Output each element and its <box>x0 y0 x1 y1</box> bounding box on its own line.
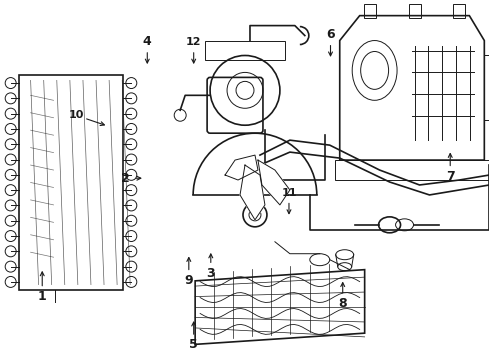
Text: 10: 10 <box>69 111 84 121</box>
Text: 2: 2 <box>121 172 130 185</box>
Polygon shape <box>258 160 290 205</box>
Bar <box>364 4 376 18</box>
Text: 9: 9 <box>185 274 193 287</box>
Polygon shape <box>240 165 265 220</box>
Text: 6: 6 <box>326 28 335 41</box>
Bar <box>484 55 490 120</box>
Bar <box>205 41 285 60</box>
Polygon shape <box>225 155 258 180</box>
Text: 3: 3 <box>206 267 215 280</box>
Text: 11: 11 <box>281 188 297 198</box>
Text: 5: 5 <box>189 338 198 351</box>
Bar <box>409 4 420 18</box>
Text: 4: 4 <box>143 35 151 49</box>
Bar <box>453 4 465 18</box>
Text: 7: 7 <box>446 170 455 183</box>
Text: 12: 12 <box>186 37 201 47</box>
Text: 8: 8 <box>339 297 347 310</box>
Text: 1: 1 <box>38 290 47 303</box>
Bar <box>335 160 490 180</box>
Bar <box>19 75 123 289</box>
